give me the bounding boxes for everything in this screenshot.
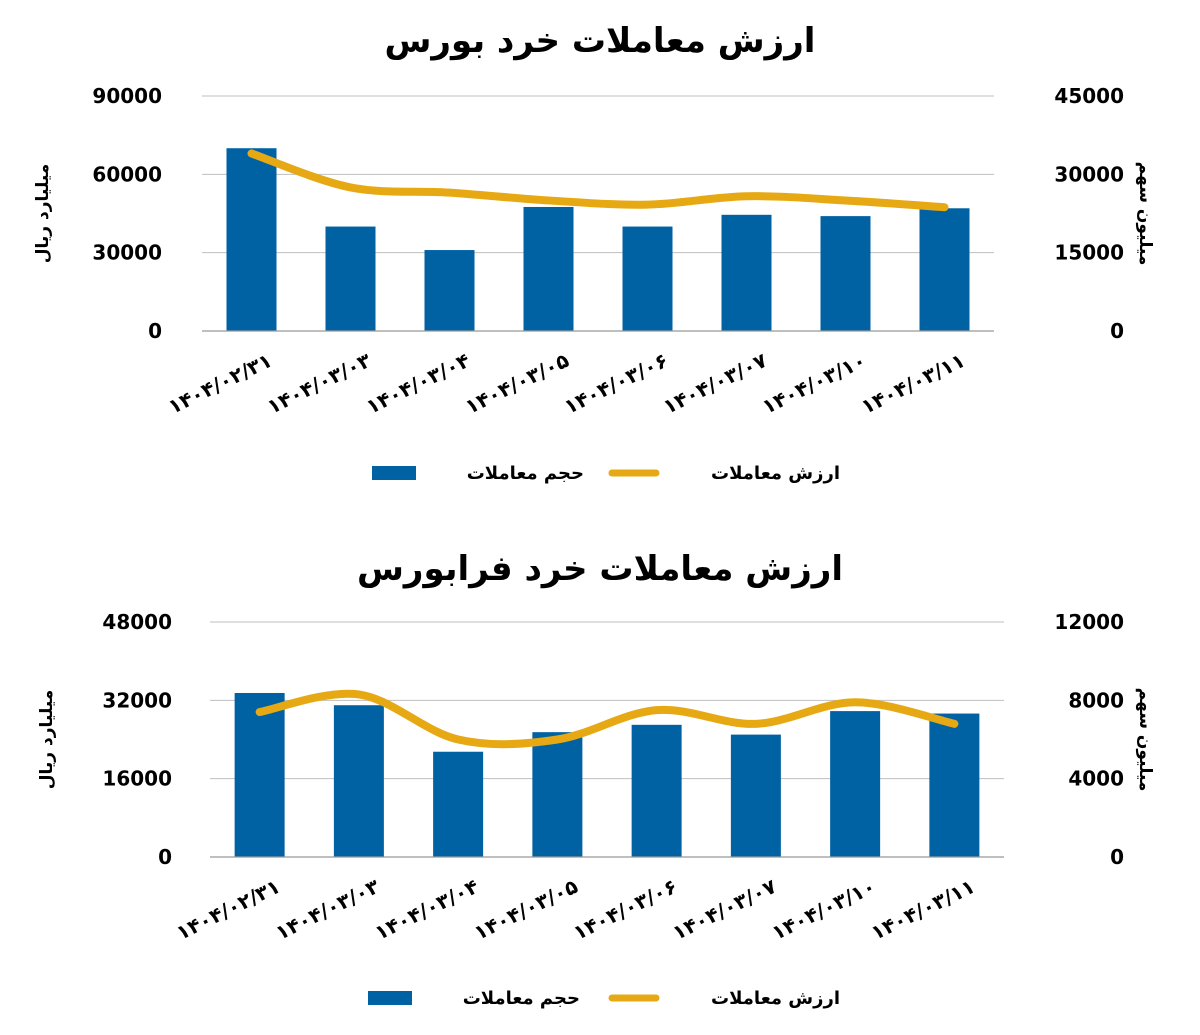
y-right-tick-label: 45000 — [1054, 84, 1124, 108]
x-category-label: ۱۴۰۴/۰۳/۱۱ — [867, 874, 978, 945]
bar — [532, 732, 583, 857]
x-category-label: ۱۴۰۴/۰۳/۰۵ — [470, 874, 581, 945]
bar — [730, 734, 781, 857]
bar — [325, 226, 376, 331]
x-category-label: ۱۴۰۴/۰۳/۰۷ — [659, 348, 770, 419]
chart-farabourse: ارزش معاملات خرد فرابورس 0 0 16000 4000 32000… — [0, 530, 1200, 1035]
y-right-tick-label: 30000 — [1054, 162, 1124, 186]
bar — [433, 751, 484, 857]
y-left-tick-label: 0 — [158, 845, 172, 869]
legend-swatch-bar — [368, 991, 412, 1005]
x-category-label: ۱۴۰۴/۰۳/۰۶ — [569, 874, 680, 945]
x-category-label: ۱۴۰۴/۰۲/۳۱ — [164, 348, 275, 419]
legend-label-bar: حجم معاملات — [463, 988, 580, 1009]
x-category-label: ۱۴۰۴/۰۳/۰۳ — [263, 348, 374, 419]
chart-farabourse-svg: ارزش معاملات خرد فرابورس 0 0 16000 4000 32000… — [37, 549, 1155, 1009]
y-right-tick-label: 0 — [1110, 319, 1124, 343]
bar — [820, 216, 871, 331]
bar — [234, 692, 285, 857]
x-category-label: ۱۴۰۴/۰۳/۰۶ — [560, 348, 671, 419]
y-left-axis-title: میلیارد ریال — [33, 164, 53, 263]
y-right-tick-label: 0 — [1110, 845, 1124, 869]
bar — [622, 226, 673, 331]
bar — [424, 250, 475, 331]
bar — [721, 214, 772, 331]
bar — [523, 206, 574, 331]
bar — [929, 713, 980, 857]
legend-swatch-bar — [372, 466, 416, 480]
value-line — [247, 149, 949, 212]
y-left-tick-label: 0 — [148, 319, 162, 343]
chart-title: ارزش معاملات خرد فرابورس — [357, 549, 843, 589]
chart-bourse: ارزش معاملات خرد بورس 0 0 30000 15000 60000 30… — [0, 0, 1200, 500]
bar — [830, 711, 881, 857]
y-right-tick-label: 4000 — [1068, 767, 1124, 791]
y-right-tick-label: 12000 — [1054, 610, 1124, 634]
chart-title: ارزش معاملات خرد بورس — [385, 21, 816, 61]
y-right-axis-title: میلیون سهم — [1135, 162, 1155, 266]
legend-label-line: ارزش معاملات — [711, 463, 840, 484]
value-line — [255, 689, 959, 749]
chart-bourse-svg: ارزش معاملات خرد بورس 0 0 30000 15000 60000 30… — [33, 21, 1155, 484]
legend-label-line: ارزش معاملات — [711, 988, 840, 1009]
y-left-tick-label: 48000 — [102, 610, 172, 634]
y-left-axis-title: میلیارد ریال — [37, 690, 57, 789]
y-left-tick-label: 32000 — [102, 688, 172, 712]
y-left-tick-label: 60000 — [92, 162, 162, 186]
bar — [631, 724, 682, 857]
x-category-label: ۱۴۰۴/۰۲/۳۱ — [172, 874, 283, 945]
y-left-tick-label: 90000 — [92, 84, 162, 108]
x-category-label: ۱۴۰۴/۰۳/۱۰ — [768, 874, 879, 945]
x-category-label: ۱۴۰۴/۰۳/۰۳ — [272, 874, 383, 945]
bar — [919, 208, 970, 331]
x-category-label: ۱۴۰۴/۰۳/۱۰ — [758, 348, 869, 419]
x-category-label: ۱۴۰۴/۰۳/۰۵ — [461, 348, 572, 419]
y-right-tick-label: 8000 — [1068, 688, 1124, 712]
y-left-tick-label: 16000 — [102, 767, 172, 791]
x-category-label: ۱۴۰۴/۰۳/۰۷ — [669, 874, 780, 945]
y-right-tick-label: 15000 — [1054, 241, 1124, 265]
legend-label-bar: حجم معاملات — [467, 463, 584, 484]
bar — [333, 705, 384, 857]
x-category-label: ۱۴۰۴/۰۳/۰۴ — [371, 874, 482, 945]
bar — [226, 148, 277, 331]
y-right-axis-title: میلیون سهم — [1135, 688, 1155, 792]
x-category-label: ۱۴۰۴/۰۳/۱۱ — [857, 348, 968, 419]
x-category-label: ۱۴۰۴/۰۳/۰۴ — [362, 348, 473, 419]
y-left-tick-label: 30000 — [92, 241, 162, 265]
